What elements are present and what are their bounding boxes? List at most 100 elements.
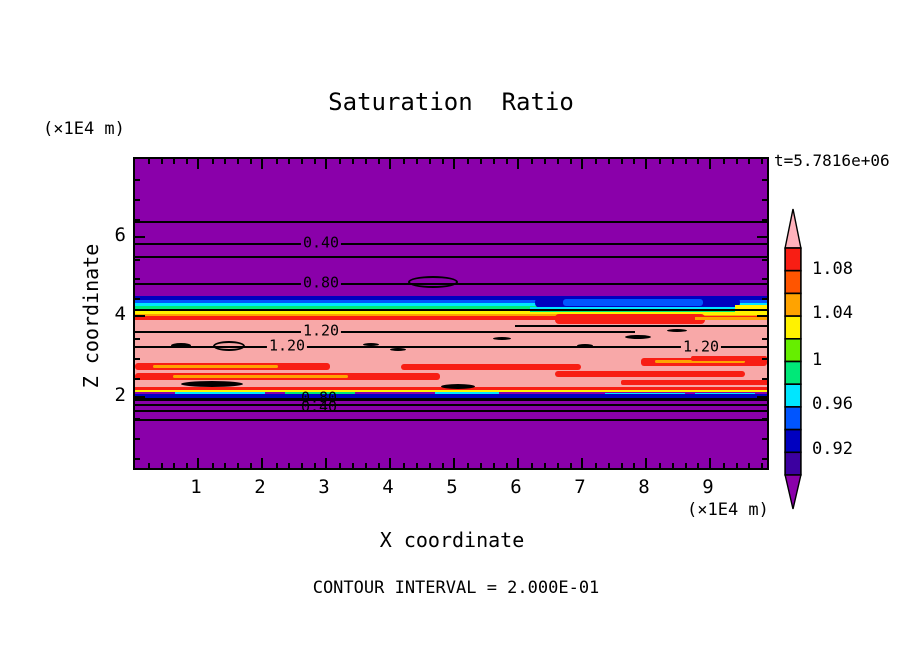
contour-line [135,256,767,258]
contour-line [135,419,767,421]
y-axis-tick [762,338,767,340]
contour-line [135,398,767,401]
contour-line [135,410,767,412]
contour-blob [390,348,406,351]
x-axis-tick [544,159,546,164]
x-axis-tick [339,463,341,468]
x-axis-tick [389,159,391,169]
y-tick-label: 2 [114,384,126,406]
blue-core-right [563,299,703,306]
x-axis-tick [608,463,610,468]
x-tick-label: 3 [318,476,330,498]
contour-blob [493,337,511,340]
x-axis-tick [659,159,661,164]
y-axis-tick [757,396,767,398]
x-axis-tick [237,463,239,468]
x-tick-label: 1 [190,476,202,498]
x-axis-tick [429,463,431,468]
x-axis-tick [173,463,175,468]
lower-cyan-dash-b [435,392,499,394]
y-axis-tick [135,458,140,460]
contour-line [135,331,635,333]
x-axis-tick [442,463,444,468]
x-axis-tick [314,159,316,164]
y-axis-tick [135,219,140,221]
x-axis-tick [736,159,738,164]
x-axis-tick [276,463,278,468]
x-axis-tick [148,159,150,164]
red-streak-e [555,371,745,377]
x-axis-tick [697,159,699,164]
lower-green-dash-a [285,392,355,394]
x-axis-tick [621,463,623,468]
x-axis-tick [314,463,316,468]
x-axis-tick [557,159,559,164]
y-axis-tick [762,458,767,460]
x-axis-tick [467,463,469,468]
x-axis-tick [672,159,674,164]
y-axis-tick [135,438,140,440]
lower-navy-band [135,394,767,398]
contour-line [135,309,767,311]
x-axis-tick [197,159,199,169]
y-axis-tick [135,199,140,201]
x-axis-tick [581,458,583,468]
y-axis-tick [135,236,145,238]
y-axis-tick [762,418,767,420]
x-axis-tick [517,159,519,169]
colorbar-tick-label: 0.92 [812,439,853,459]
x-axis-tick [595,159,597,164]
x-axis-tick [480,463,482,468]
x-axis-tick [389,458,391,468]
x-axis-tick [365,159,367,164]
colorbar-tick-label: 1.04 [812,303,853,323]
y-axis-tick [135,378,140,380]
upper-strip-cyan [135,303,767,306]
y-axis-tick [762,378,767,380]
x-axis-tick [531,159,533,164]
contour-line [135,221,767,223]
upper-strip-navy [135,296,767,300]
cyan-line-right [530,307,767,310]
x-axis-tick [557,463,559,468]
y-axis-tick [762,278,767,280]
x-axis-tick [544,463,546,468]
y-tick-label: 6 [114,224,126,246]
red-blob-right [555,314,705,324]
contour-blob [441,384,475,389]
y-axis-tick [135,259,140,261]
x-axis-tick [276,159,278,164]
x-axis-tick [672,463,674,468]
x-axis-tick [403,463,405,468]
x-axis-tick [352,159,354,164]
x-axis-tick [212,463,214,468]
lower-yellow-line [135,390,767,392]
y-axis-tick [135,338,140,340]
y-axis-tick [135,396,145,398]
x-axis-tick [301,159,303,164]
x-axis-tick [416,463,418,468]
contour-blob [363,343,379,346]
contour-label: 0.80 [300,388,338,407]
y-axis-tick [757,315,767,317]
contour-blob [667,329,687,332]
x-axis-tick [325,159,327,169]
contour-line [135,346,767,348]
y-axis-tick [762,219,767,221]
upper-strip-blue [135,300,767,303]
x-axis-tick [339,159,341,164]
x-axis-tick [570,159,572,164]
contour-label: 0.80 [300,273,342,292]
x-axis-tick [761,159,763,164]
x-axis-tick [608,159,610,164]
x-tick-label: 6 [510,476,522,498]
contour-label: 0.40 [300,233,342,252]
orange-core-d [173,375,348,378]
y-axis-tick [757,236,767,238]
x-axis-tick [186,463,188,468]
x-axis-tick [645,159,647,169]
contour-blob [625,335,651,339]
x-axis-tick [288,463,290,468]
y-axis-tick [762,358,767,360]
